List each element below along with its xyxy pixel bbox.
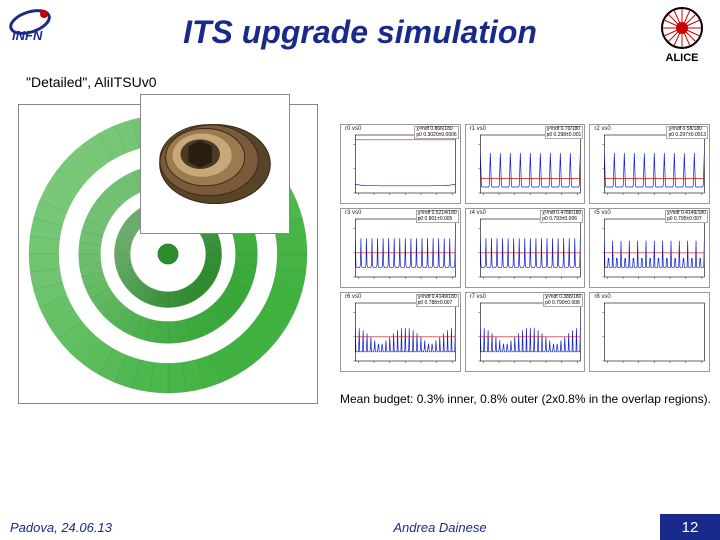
chart-panel: r0 vs0 χ²/ndf 0.866/180p0 0.3020±0.0006 [340, 124, 461, 204]
chart-title: r8 vs0 [594, 294, 610, 300]
chart-panel: r2 vs0 χ²/ndf 0.58/180p0 0.297±0.0013 [589, 124, 710, 204]
chart-panel: r4 vs0 χ²/ndf 0.4788/180p0 0.793±0.006 [465, 208, 586, 288]
chart-title: r0 vs0 [345, 126, 361, 132]
chart-stats: χ²/ndf 0.5214/180p0 0.801±0.005 [416, 210, 459, 223]
chart-stats: χ²/ndf 0.866/180p0 0.3020±0.0006 [414, 126, 458, 139]
chart-stats: χ²/ndf 0.70/180p0 0.298±0.001 [545, 126, 584, 139]
chart-stats: χ²/ndf 0.388/180p0 0.790±0.008 [543, 294, 583, 307]
chart-panel: r5 vs0 χ²/ndf 0.4149/180p0 0.795±0.007 [589, 208, 710, 288]
chart-grid: r0 vs0 χ²/ndf 0.866/180p0 0.3020±0.0006 r1… [340, 124, 710, 372]
subtitle: "Detailed", AliITSUv0 [26, 74, 157, 90]
chart-title: r4 vs0 [470, 210, 486, 216]
chart-panel: r8 vs0 [589, 292, 710, 372]
chart-stats: χ²/ndf 0.4149/180p0 0.788±0.007 [416, 294, 459, 307]
footer-mid: Andrea Dainese [220, 520, 660, 535]
chart-stats: χ²/ndf 0.58/180p0 0.297±0.0013 [666, 126, 708, 139]
footer-left: Padova, 24.06.13 [0, 520, 220, 535]
detector-inset [140, 94, 290, 234]
chart-panel: r1 vs0 χ²/ndf 0.70/180p0 0.298±0.001 [465, 124, 586, 204]
caption: Mean budget: 0.3% inner, 0.8% outer (2x0… [340, 392, 711, 406]
chart-title: r6 vs0 [345, 294, 361, 300]
chart-title: r3 vs0 [345, 210, 361, 216]
chart-title: r5 vs0 [594, 210, 610, 216]
page-title: ITS upgrade simulation [0, 14, 720, 51]
alice-label: ALICE [654, 52, 710, 64]
chart-title: r2 vs0 [594, 126, 610, 132]
footer: Padova, 24.06.13 Andrea Dainese 12 [0, 514, 720, 540]
chart-panel: r3 vs0 χ²/ndf 0.5214/180p0 0.801±0.005 [340, 208, 461, 288]
chart-panel: r7 vs0 χ²/ndf 0.388/180p0 0.790±0.008 [465, 292, 586, 372]
chart-stats: χ²/ndf 0.4788/180p0 0.793±0.006 [540, 210, 583, 223]
slide: INFN ALICE ITS upgrade simu [0, 0, 720, 540]
chart-title: r1 vs0 [470, 126, 486, 132]
chart-title: r7 vs0 [470, 294, 486, 300]
footer-page-number: 12 [660, 514, 720, 540]
chart-stats: χ²/ndf 0.4149/180p0 0.795±0.007 [665, 210, 708, 223]
chart-panel: r6 vs0 χ²/ndf 0.4149/180p0 0.788±0.007 [340, 292, 461, 372]
